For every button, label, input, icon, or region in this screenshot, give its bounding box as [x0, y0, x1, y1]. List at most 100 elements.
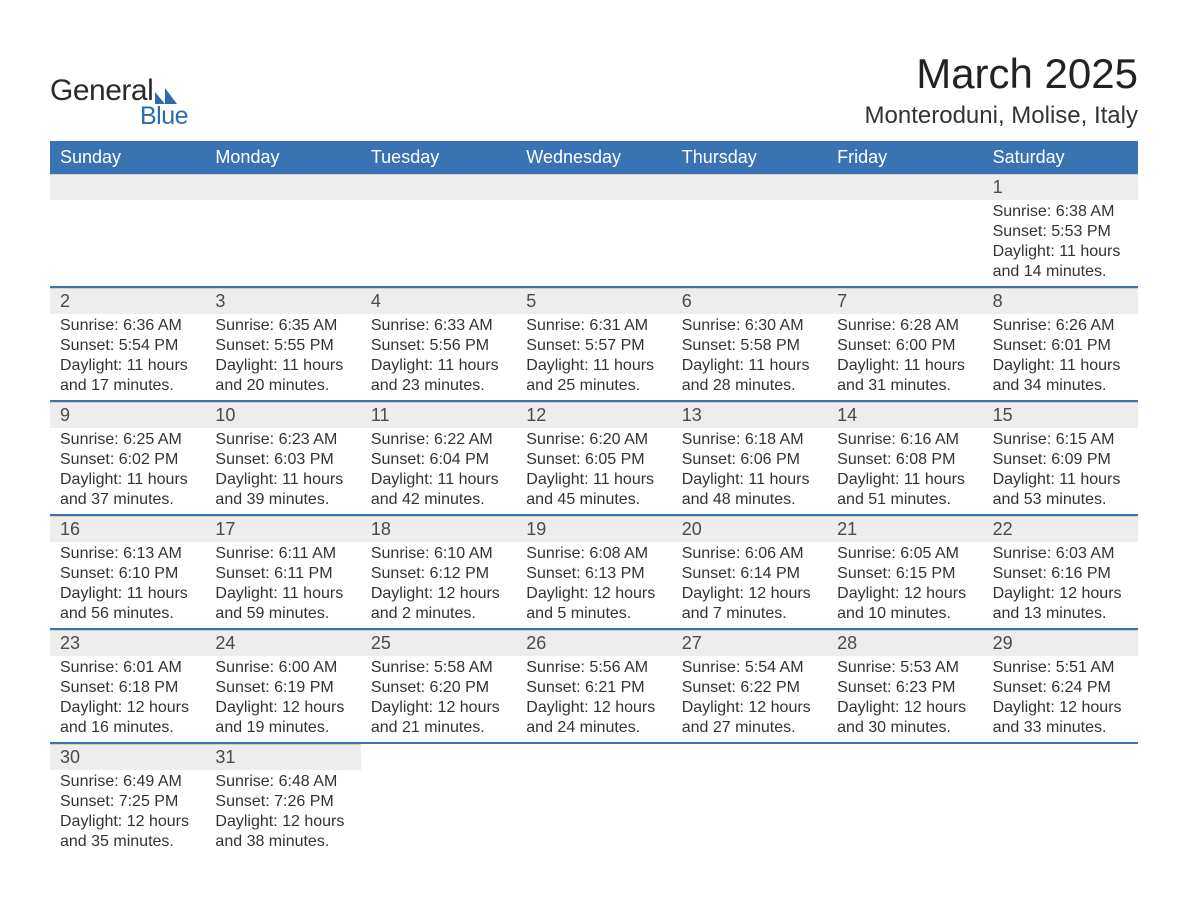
day-body: Sunrise: 6:08 AMSunset: 6:13 PMDaylight:…	[516, 542, 671, 628]
day-cell: 23 Sunrise: 6:01 AMSunset: 6:18 PMDayligh…	[50, 630, 205, 742]
day-cell: 15 Sunrise: 6:15 AMSunset: 6:09 PMDayligh…	[983, 402, 1138, 514]
sunrise-line: Sunrise: 6:49 AM	[60, 772, 195, 792]
sunset-line: Sunset: 6:10 PM	[60, 564, 195, 584]
day-number: 9	[60, 405, 70, 425]
daylight-line-1: Daylight: 11 hours	[215, 470, 350, 490]
sunset-line: Sunset: 6:13 PM	[526, 564, 661, 584]
week-row: 1Sunrise: 6:38 AMSunset: 5:53 PMDaylight…	[50, 174, 1138, 288]
daylight-line-2: and 48 minutes.	[682, 490, 817, 510]
day-cell: 3Sunrise: 6:35 AMSunset: 5:55 PMDaylight…	[205, 288, 360, 400]
sunrise-line: Sunrise: 6:16 AM	[837, 430, 972, 450]
daylight-line-2: and 35 minutes.	[60, 832, 195, 852]
empty-day-bar	[672, 174, 827, 200]
sunset-line: Sunset: 6:23 PM	[837, 678, 972, 698]
heading-block: March 2025 Monteroduni, Molise, Italy	[865, 50, 1138, 130]
day-cell	[827, 744, 982, 856]
sunset-line: Sunset: 5:53 PM	[993, 222, 1128, 242]
daylight-line-1: Daylight: 11 hours	[993, 356, 1128, 376]
day-number: 15	[993, 405, 1013, 425]
daylight-line-1: Daylight: 11 hours	[60, 356, 195, 376]
day-body: Sunrise: 6:01 AMSunset: 6:18 PMDaylight:…	[50, 656, 205, 742]
day-body: Sunrise: 6:15 AMSunset: 6:09 PMDaylight:…	[983, 428, 1138, 514]
day-number-bar: 15	[983, 402, 1138, 428]
day-cell: 24Sunrise: 6:00 AMSunset: 6:19 PMDayligh…	[205, 630, 360, 742]
day-number-bar: 10	[205, 402, 360, 428]
logo-text-general: General	[50, 74, 153, 108]
day-number: 11	[371, 405, 390, 425]
day-body: Sunrise: 6:30 AMSunset: 5:58 PMDaylight:…	[672, 314, 827, 400]
daylight-line-1: Daylight: 11 hours	[371, 356, 506, 376]
day-number-bar: 31	[205, 744, 360, 770]
sunrise-line: Sunrise: 5:56 AM	[526, 658, 661, 678]
logo-text-blue: Blue	[140, 102, 188, 131]
day-body: Sunrise: 6:26 AMSunset: 6:01 PMDaylight:…	[983, 314, 1138, 400]
daylight-line-1: Daylight: 11 hours	[837, 470, 972, 490]
day-number-bar: 1	[983, 174, 1138, 200]
sunset-line: Sunset: 6:01 PM	[993, 336, 1128, 356]
day-number-bar: 9	[50, 402, 205, 428]
day-number-bar: 11	[361, 402, 516, 428]
sunrise-line: Sunrise: 6:26 AM	[993, 316, 1128, 336]
day-number: 2	[60, 291, 70, 311]
daylight-line-1: Daylight: 12 hours	[371, 698, 506, 718]
logo-row: General	[50, 74, 177, 108]
day-cell: 6Sunrise: 6:30 AMSunset: 5:58 PMDaylight…	[672, 288, 827, 400]
day-number: 3	[215, 291, 225, 311]
dow-monday: Monday	[205, 141, 360, 174]
daylight-line-1: Daylight: 11 hours	[215, 584, 350, 604]
day-cell: 21Sunrise: 6:05 AMSunset: 6:15 PMDayligh…	[827, 516, 982, 628]
day-body: Sunrise: 6:00 AMSunset: 6:19 PMDaylight:…	[205, 656, 360, 742]
day-number-bar: 25	[361, 630, 516, 656]
day-body: Sunrise: 6:23 AMSunset: 6:03 PMDaylight:…	[205, 428, 360, 514]
daylight-line-2: and 42 minutes.	[371, 490, 506, 510]
day-number-bar: 27	[672, 630, 827, 656]
day-body: Sunrise: 5:54 AMSunset: 6:22 PMDaylight:…	[672, 656, 827, 742]
day-number-bar: 23	[50, 630, 205, 656]
day-number-bar: 19	[516, 516, 671, 542]
daylight-line-2: and 19 minutes.	[215, 718, 350, 738]
day-number-bar: 16	[50, 516, 205, 542]
sunrise-line: Sunrise: 6:11 AM	[215, 544, 350, 564]
day-number-bar: 24	[205, 630, 360, 656]
daylight-line-1: Daylight: 11 hours	[60, 470, 195, 490]
day-cell	[361, 174, 516, 286]
daylight-line-2: and 56 minutes.	[60, 604, 195, 624]
daylight-line-2: and 20 minutes.	[215, 376, 350, 396]
empty-day-bar	[827, 744, 982, 770]
day-cell: 2Sunrise: 6:36 AMSunset: 5:54 PMDaylight…	[50, 288, 205, 400]
daylight-line-1: Daylight: 12 hours	[993, 584, 1128, 604]
sunrise-line: Sunrise: 6:06 AM	[682, 544, 817, 564]
sunset-line: Sunset: 6:19 PM	[215, 678, 350, 698]
sunrise-line: Sunrise: 6:38 AM	[993, 202, 1128, 222]
sunrise-line: Sunrise: 6:20 AM	[526, 430, 661, 450]
daylight-line-2: and 24 minutes.	[526, 718, 661, 738]
day-cell: 20Sunrise: 6:06 AMSunset: 6:14 PMDayligh…	[672, 516, 827, 628]
day-body: Sunrise: 5:56 AMSunset: 6:21 PMDaylight:…	[516, 656, 671, 742]
daylight-line-1: Daylight: 11 hours	[993, 242, 1128, 262]
day-number: 18	[371, 519, 391, 539]
day-body: Sunrise: 6:03 AMSunset: 6:16 PMDaylight:…	[983, 542, 1138, 628]
day-cell: 4Sunrise: 6:33 AMSunset: 5:56 PMDaylight…	[361, 288, 516, 400]
sunrise-line: Sunrise: 6:36 AM	[60, 316, 195, 336]
daylight-line-2: and 39 minutes.	[215, 490, 350, 510]
day-number: 8	[993, 291, 1003, 311]
sunset-line: Sunset: 5:58 PM	[682, 336, 817, 356]
dow-friday: Friday	[827, 141, 982, 174]
day-number: 12	[526, 405, 546, 425]
week-row: 23 Sunrise: 6:01 AMSunset: 6:18 PMDayligh…	[50, 630, 1138, 744]
daylight-line-1: Daylight: 11 hours	[993, 470, 1128, 490]
day-number-bar: 4	[361, 288, 516, 314]
day-number: 23	[60, 633, 80, 653]
day-body: Sunrise: 6:28 AMSunset: 6:00 PMDaylight:…	[827, 314, 982, 400]
sunrise-line: Sunrise: 6:28 AM	[837, 316, 972, 336]
daylight-line-1: Daylight: 12 hours	[682, 584, 817, 604]
sunset-line: Sunset: 6:06 PM	[682, 450, 817, 470]
day-number-bar: 22	[983, 516, 1138, 542]
sunrise-line: Sunrise: 5:58 AM	[371, 658, 506, 678]
day-cell: 5Sunrise: 6:31 AMSunset: 5:57 PMDaylight…	[516, 288, 671, 400]
daylight-line-2: and 2 minutes.	[371, 604, 506, 624]
sunrise-line: Sunrise: 6:13 AM	[60, 544, 195, 564]
daylight-line-1: Daylight: 12 hours	[682, 698, 817, 718]
day-cell	[516, 744, 671, 856]
dow-sunday: Sunday	[50, 141, 205, 174]
